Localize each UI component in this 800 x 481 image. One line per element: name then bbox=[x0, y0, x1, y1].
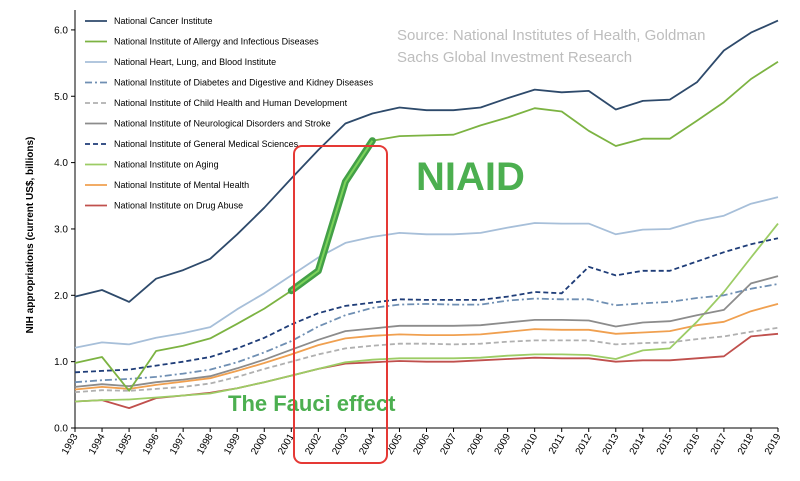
x-tick-label: 2006 bbox=[411, 432, 432, 457]
x-tick-label: 1994 bbox=[87, 432, 108, 457]
x-tick-label: 2007 bbox=[438, 432, 459, 457]
series-line-1 bbox=[74, 19, 779, 303]
y-tick-label: 0.0 bbox=[54, 424, 68, 435]
legend-label-6: National Institute of Neurological Disor… bbox=[114, 119, 331, 129]
legend-label-5: National Institute of Child Health and H… bbox=[114, 98, 348, 108]
highlight-box bbox=[293, 145, 388, 464]
legend-label-4: National Institute of Diabetes and Diges… bbox=[114, 78, 374, 88]
y-tick-label: 4.0 bbox=[54, 158, 68, 169]
series-line-4 bbox=[74, 283, 779, 384]
y-tick-label: 6.0 bbox=[54, 25, 68, 36]
niaid-highlight-inner bbox=[290, 140, 374, 292]
legend-label-9: National Institute of Mental Health bbox=[114, 180, 249, 190]
legend-label-3: National Heart, Lung, and Blood Institut… bbox=[114, 57, 276, 67]
series-lines bbox=[74, 19, 779, 410]
y-tick-label: 2.0 bbox=[54, 291, 68, 302]
series-line-6 bbox=[74, 275, 779, 388]
x-tick-label: 2003 bbox=[330, 432, 351, 457]
y-axis-label: NIH appropriations (current US$, billion… bbox=[25, 137, 36, 334]
series-line-7 bbox=[74, 237, 779, 374]
x-tick-label: 2017 bbox=[709, 432, 730, 457]
x-tick-label: 2011 bbox=[547, 432, 567, 457]
x-tick-label: 2016 bbox=[682, 432, 703, 457]
x-tick-label: 1995 bbox=[114, 432, 135, 457]
x-tick-label: 2019 bbox=[763, 432, 784, 457]
x-tick-label: 2000 bbox=[249, 432, 270, 457]
x-tick-label: 2012 bbox=[574, 432, 595, 457]
series-line-8 bbox=[74, 223, 779, 403]
fauci-effect-annotation: The Fauci effect bbox=[228, 391, 396, 416]
series-line-9 bbox=[74, 303, 779, 391]
x-tick-label: 2010 bbox=[520, 432, 541, 457]
x-tick-label: 2002 bbox=[303, 432, 324, 457]
source-line-1: Source: National Institutes of Health, G… bbox=[397, 27, 706, 44]
x-tick-label: 2018 bbox=[736, 432, 757, 457]
x-tick-label: 2009 bbox=[493, 432, 514, 457]
source-line-2: Sachs Global Investment Research bbox=[397, 49, 632, 66]
x-tick-label: 2013 bbox=[601, 432, 622, 457]
legend-label-10: National Institute on Drug Abuse bbox=[114, 201, 243, 211]
x-tick-label: 2004 bbox=[357, 432, 378, 457]
x-tick-label: 2008 bbox=[466, 432, 487, 457]
x-tick-label: 2015 bbox=[655, 432, 676, 457]
x-tick-label: 2014 bbox=[628, 432, 649, 457]
x-tick-label: 1999 bbox=[222, 432, 243, 457]
series-line-2 bbox=[74, 61, 779, 392]
x-tick-label: 1993 bbox=[60, 432, 81, 457]
series-line-5 bbox=[74, 326, 779, 394]
niaid-highlight bbox=[287, 137, 376, 295]
x-tick-label: 1997 bbox=[168, 432, 189, 457]
legend-label-1: National Cancer Institute bbox=[114, 16, 213, 26]
source-note: Source: National Institutes of Health, G… bbox=[397, 27, 710, 66]
y-tick-label: 5.0 bbox=[54, 92, 68, 103]
legend-label-2: National Institute of Allergy and Infect… bbox=[114, 37, 319, 47]
y-tick-label: 3.0 bbox=[54, 224, 68, 235]
legend: National Cancer Institute National Instit… bbox=[85, 16, 374, 211]
y-tick-label: 1.0 bbox=[54, 357, 68, 368]
series-line-3 bbox=[74, 196, 779, 349]
niaid-annotation: NIAID bbox=[416, 155, 525, 199]
legend-label-7: National Institute of General Medical Sc… bbox=[114, 139, 299, 149]
x-tick-label: 1996 bbox=[141, 432, 162, 457]
legend-label-8: National Institute on Aging bbox=[114, 160, 219, 170]
x-tick-label: 1998 bbox=[195, 432, 216, 457]
